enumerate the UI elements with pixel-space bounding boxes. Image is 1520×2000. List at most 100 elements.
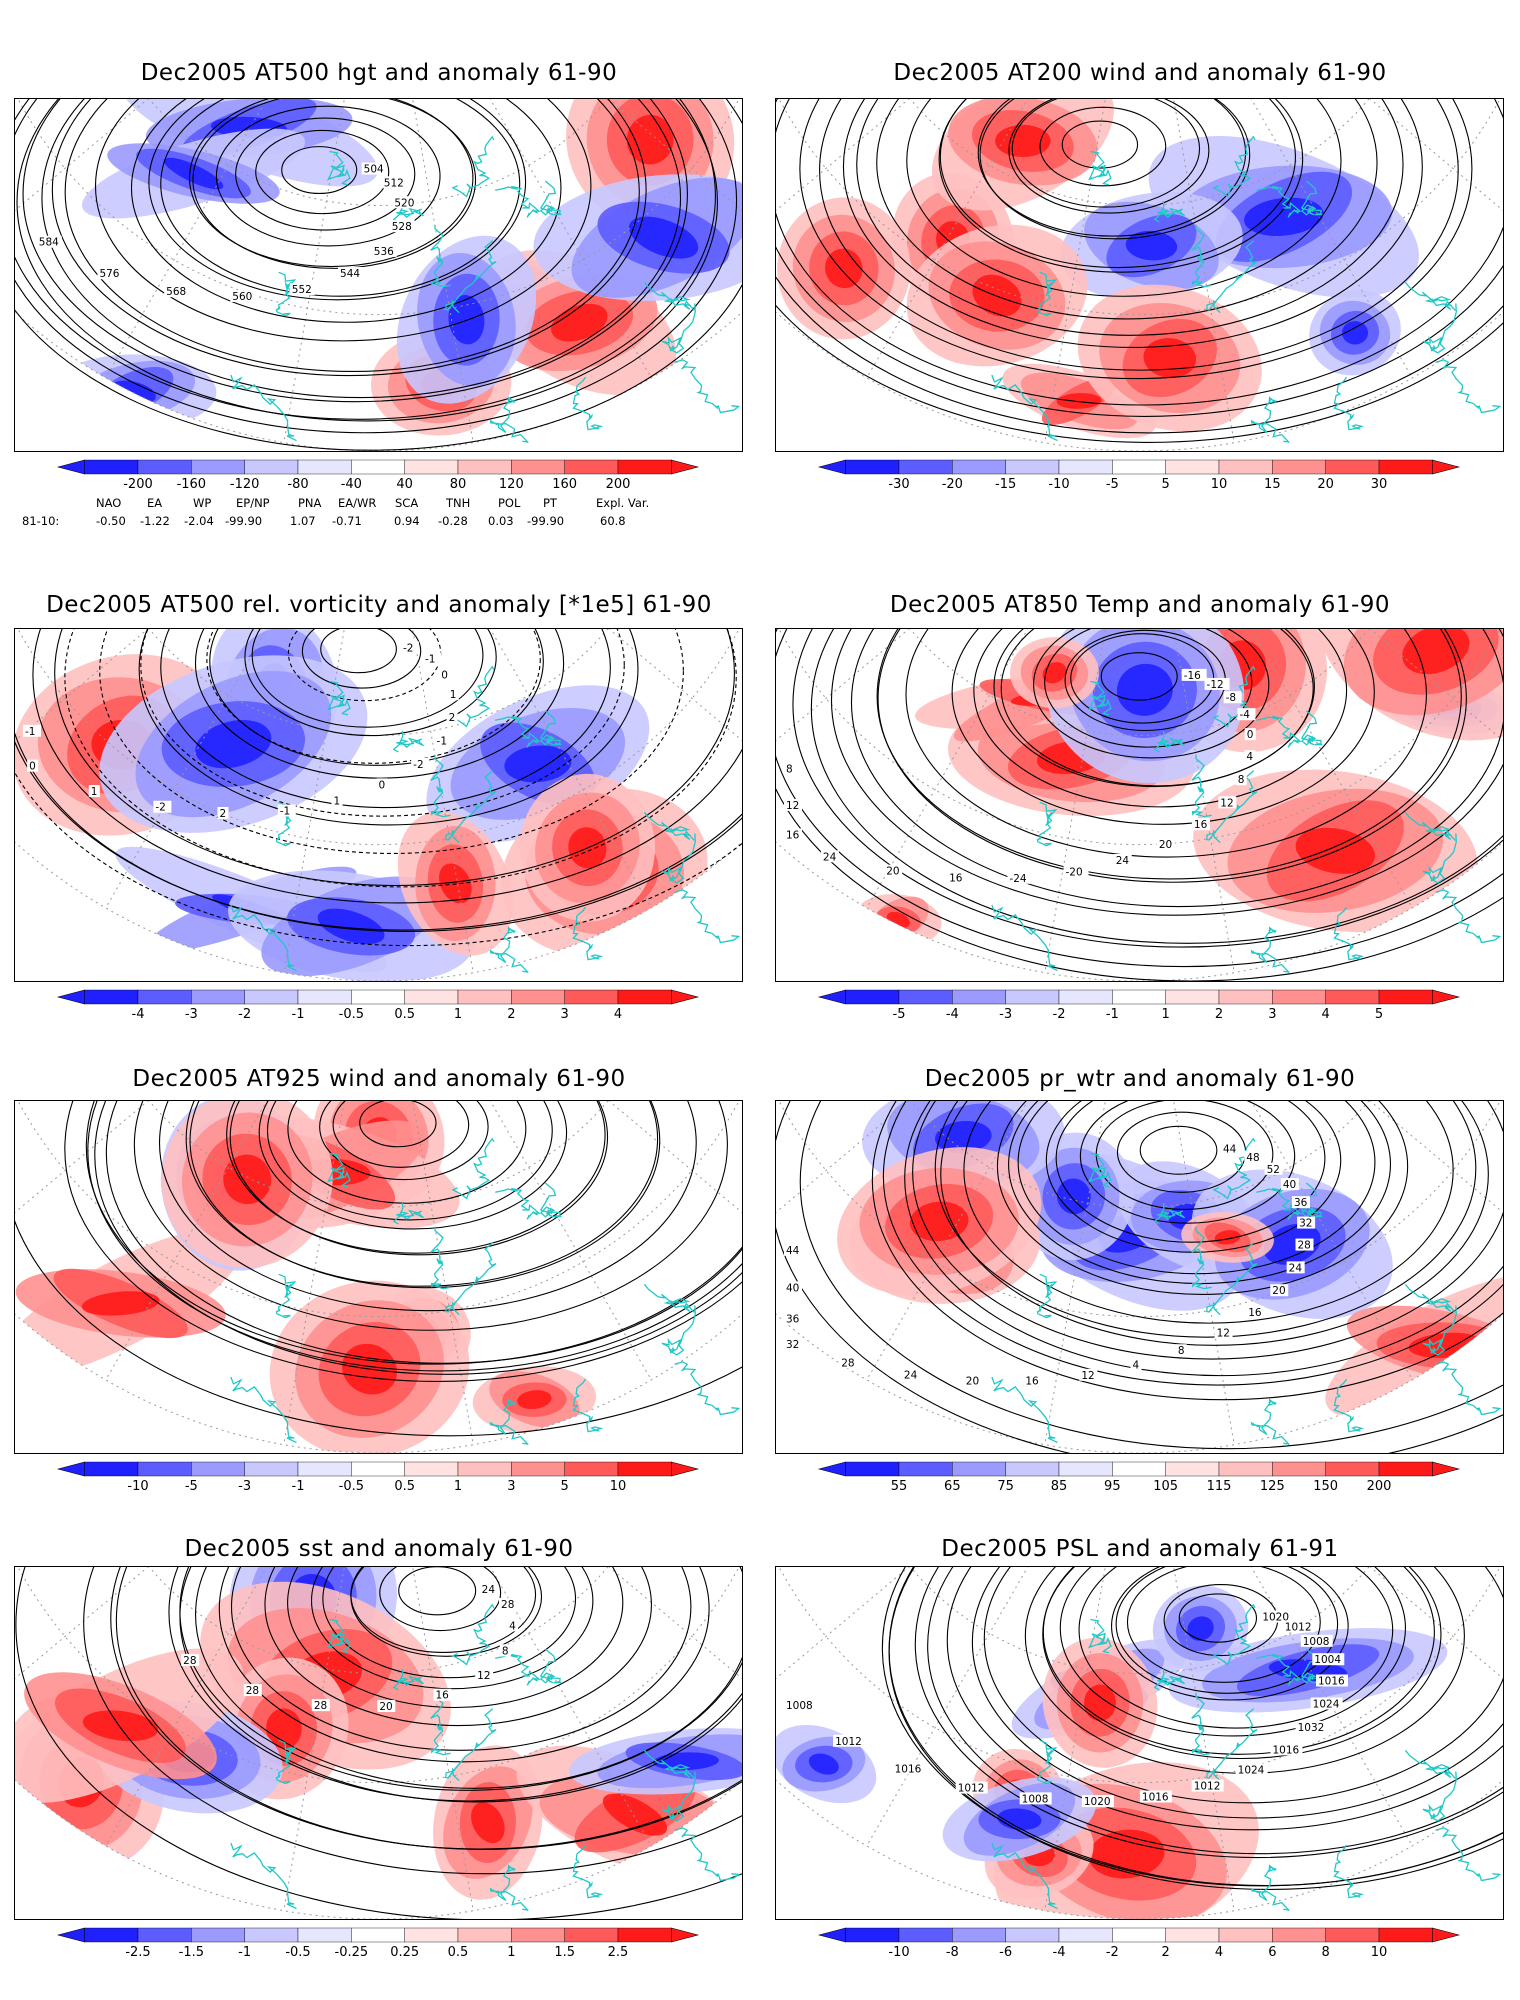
graticule xyxy=(776,99,1503,451)
coastline xyxy=(1212,665,1256,728)
positive-anomaly-area xyxy=(909,1201,969,1242)
coastline xyxy=(451,1137,495,1200)
contour-label: 520 xyxy=(394,197,414,209)
contour-line xyxy=(1115,1567,1339,1694)
contour-label: 560 xyxy=(232,291,252,303)
coastline xyxy=(1036,1739,1058,1785)
contour-label-bg xyxy=(88,785,100,798)
contour-label-group: -2-1012-1-201-12-210-1 xyxy=(23,641,459,820)
contour-label: 1012 xyxy=(835,1736,862,1748)
coastline xyxy=(661,303,696,354)
contour-line xyxy=(1042,1567,1442,1760)
color-scale-bar: -4 -3 -2 -1 -0.5 0.5 1 2 3 4 xyxy=(56,989,700,1026)
colorbar-tick-label: 0.25 xyxy=(390,1945,419,1960)
coastline xyxy=(1422,833,1457,884)
coastline xyxy=(1212,1603,1256,1666)
panel-title: Dec2005 PSL and anomaly 61-91 xyxy=(941,1536,1339,1562)
coastline xyxy=(489,396,529,444)
contour-line xyxy=(15,99,716,420)
contour-label-bg xyxy=(1081,1795,1114,1808)
contour-line xyxy=(148,99,527,301)
contour-label-bg xyxy=(27,759,39,772)
contour-label: 0 xyxy=(1247,729,1254,741)
contour-line xyxy=(64,1101,742,1382)
contour-label-bg xyxy=(955,1781,988,1794)
colorbar-tick-label: -0.25 xyxy=(335,1945,369,1960)
tele-header: EA xyxy=(147,496,163,510)
contour-label-bg xyxy=(411,757,430,770)
contour-line xyxy=(951,629,1375,825)
colorbar-segment xyxy=(511,989,565,1005)
colorbar-segment xyxy=(511,1461,565,1477)
colorbar-segment xyxy=(845,1461,900,1477)
map-panel-p4: Dec2005 AT850 Temp and anomaly 61-90 -16-… xyxy=(775,592,1505,1034)
contour-line xyxy=(185,1101,659,1287)
contour-line xyxy=(319,1101,489,1181)
contour-line xyxy=(195,1567,742,1789)
contour-label-bg xyxy=(1244,1150,1263,1163)
contour-label-bg xyxy=(1270,1743,1303,1756)
colorbar-tick-label: 55 xyxy=(891,1479,908,1494)
colorbar-segment xyxy=(404,1927,459,1943)
contour-label-bg xyxy=(376,778,388,791)
contour-line xyxy=(927,1567,1503,1855)
colorbar-segment xyxy=(1272,989,1326,1005)
contour-line xyxy=(15,99,742,451)
coastlines xyxy=(230,665,741,974)
contour-label: 24 xyxy=(482,1584,496,1596)
contour-label: 1020 xyxy=(1084,1796,1111,1808)
colorbar-tick-label: -4 xyxy=(946,1007,959,1022)
coastline xyxy=(661,1305,696,1356)
colorbar-tick-label: 150 xyxy=(1313,1479,1338,1494)
coastline xyxy=(1256,1187,1302,1220)
negative-anomaly-area xyxy=(1187,1616,1214,1641)
graticule xyxy=(776,1567,1503,1919)
contour-label: 1 xyxy=(450,689,457,701)
coastline xyxy=(1087,680,1112,716)
map-panel-p6: Dec2005 pr_wtr and anomaly 61-90 44 48 52 40… xyxy=(775,1066,1505,1506)
coastline xyxy=(674,1361,741,1416)
colorbar-segment xyxy=(511,459,565,475)
negative-anomaly-area xyxy=(628,216,699,259)
colorbar-tick-label: -160 xyxy=(177,477,207,492)
polar-projection-map: -2-1012-1-201-12-210-1 xyxy=(15,629,742,981)
contour-label: 1020 xyxy=(1262,1612,1289,1624)
contour-line xyxy=(1079,1101,1296,1224)
contour-label-bg xyxy=(820,850,839,863)
colorbar-tick-label: -3 xyxy=(238,1479,251,1494)
map-area: 44 48 52 40 36 32 28 24 20 16 12 8 4 12 16 20 24 28 32 36 40… xyxy=(775,1100,1504,1454)
coastline xyxy=(1250,1398,1290,1446)
colorbar-tick-label: 6 xyxy=(1268,1945,1276,1960)
coastline xyxy=(1153,1202,1186,1225)
color-scale-bar: -5 -4 -3 -2 -1 1 2 3 4 5 xyxy=(817,989,1461,1026)
contour-line xyxy=(851,629,1503,908)
contour-label: 16 xyxy=(1248,1307,1262,1319)
projection-mask xyxy=(776,99,1503,451)
colorbar-tick-label: -1 xyxy=(238,1945,251,1960)
colorbar-segment xyxy=(564,1927,619,1943)
contour-lines xyxy=(776,1101,1503,1453)
contour-line xyxy=(322,1567,577,1679)
positive-anomaly-area xyxy=(1402,629,1470,675)
contour-label: 8 xyxy=(1178,1345,1185,1357)
colorbar-tick-label: -120 xyxy=(230,477,260,492)
contour-label: 1024 xyxy=(1238,1764,1265,1776)
contour-line xyxy=(871,1101,1503,1401)
colorbar-segment xyxy=(404,1461,459,1477)
color-scale-bar: -30 -20 -15 -10 -5 5 10 15 20 30 xyxy=(817,459,1461,496)
coastline xyxy=(392,1668,425,1691)
coastline xyxy=(643,1749,695,1779)
contour-label: 552 xyxy=(292,284,312,296)
colorbar-segment xyxy=(351,989,405,1005)
coastline xyxy=(1250,926,1290,974)
contour-label: 1024 xyxy=(1313,1699,1340,1711)
panel-title: Dec2005 sst and anomaly 61-90 xyxy=(184,1536,574,1562)
contour-label-bg xyxy=(1280,1178,1299,1191)
coastline xyxy=(489,1864,529,1912)
contour-line xyxy=(973,629,1348,808)
coastline xyxy=(495,1653,541,1686)
coastline xyxy=(230,1376,297,1444)
contour-label: -20 xyxy=(1066,867,1083,879)
contour-label-bg xyxy=(164,285,190,298)
colorbar-arrow-left xyxy=(56,1461,85,1477)
